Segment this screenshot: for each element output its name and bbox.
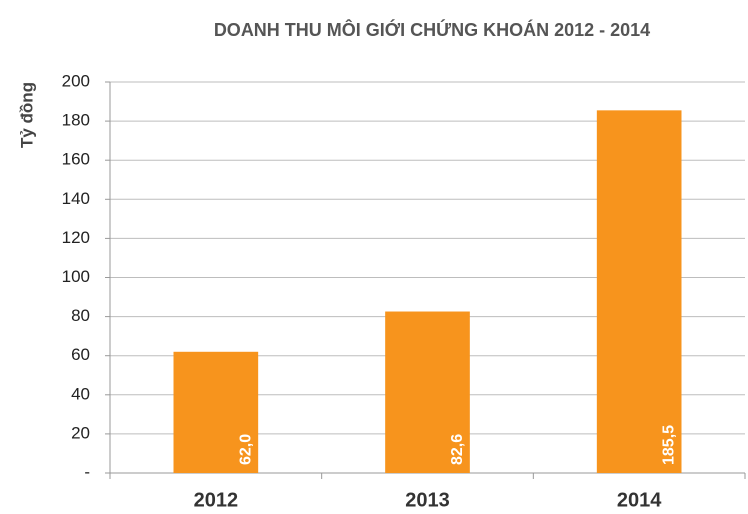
bar	[596, 110, 682, 473]
value-label: 185,5	[661, 425, 678, 465]
x-tick-label: 2014	[617, 489, 662, 511]
y-tick-label: 20	[71, 423, 90, 442]
bar	[173, 351, 259, 473]
y-tick-label: 100	[62, 267, 90, 286]
y-tick-label: 140	[62, 189, 90, 208]
y-tick-label: 60	[71, 345, 90, 364]
value-label: 62,0	[237, 434, 254, 465]
value-label: 82,6	[449, 434, 466, 465]
chart-title: DOANH THU MÔI GIỚI CHỨNG KHOÁN 2012 - 20…	[214, 19, 650, 40]
y-tick-label: 200	[62, 71, 90, 90]
y-tick-label: 160	[62, 150, 90, 169]
y-tick-label: 40	[71, 384, 90, 403]
y-tick-label: 180	[62, 111, 90, 130]
y-tick-label: 80	[71, 306, 90, 325]
bar	[385, 311, 470, 473]
x-tick-label: 2012	[194, 489, 239, 511]
x-tick-label: 2013	[405, 489, 450, 511]
y-axis-label: Tỷ đồng	[17, 82, 36, 148]
y-tick-label: -	[84, 462, 90, 481]
y-tick-label: 120	[62, 228, 90, 247]
